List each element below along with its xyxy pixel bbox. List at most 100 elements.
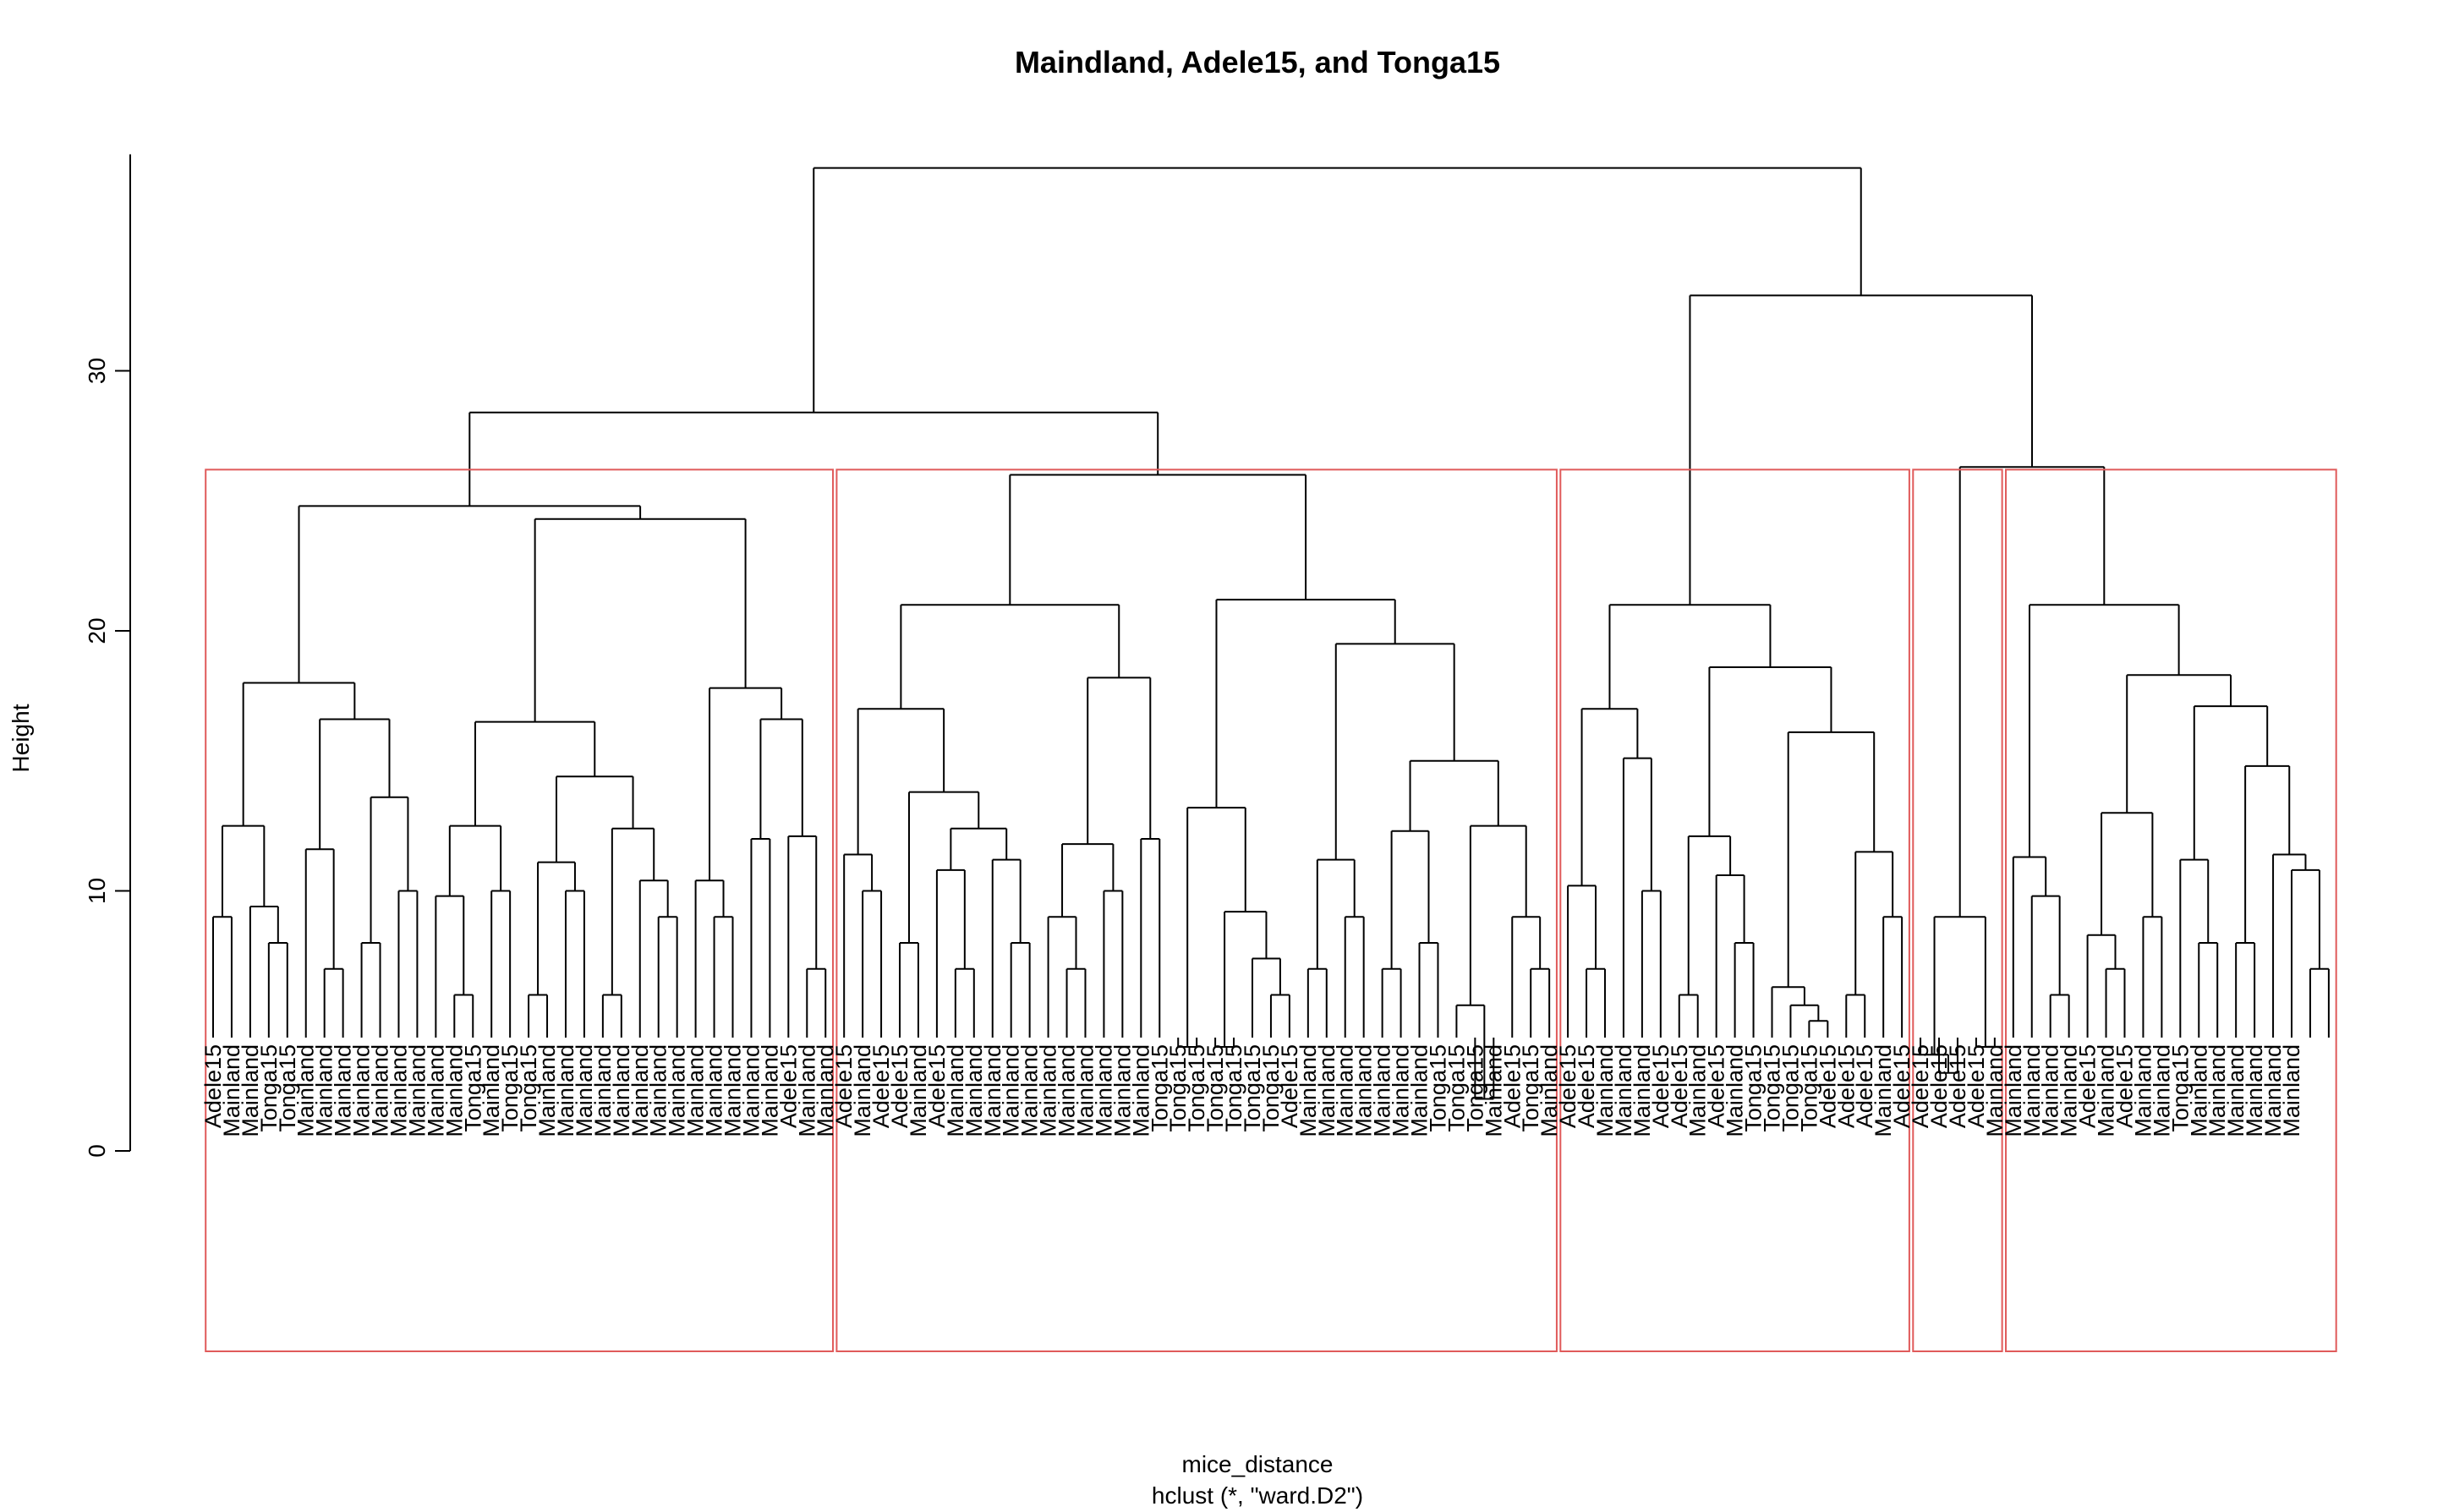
y-axis: 0 10 20 30 bbox=[84, 154, 131, 1158]
x-axis-sublabel: hclust (*, "ward.D2") bbox=[1152, 1482, 1363, 1509]
leaf-label: Mainland bbox=[999, 1044, 1024, 1137]
leaf-label: Mainland bbox=[1295, 1044, 1321, 1137]
leaf-label: Tonga15 bbox=[460, 1044, 485, 1132]
leaf-label: Tonga15 bbox=[1165, 1044, 1191, 1132]
leaf-label: Mainland bbox=[2094, 1044, 2119, 1137]
leaf-label: Mainland bbox=[423, 1044, 448, 1137]
cluster-rect bbox=[1559, 468, 1910, 1352]
leaf-label: Tonga15 bbox=[1240, 1044, 1265, 1132]
leaf-label: Mainland bbox=[1333, 1044, 1358, 1137]
leaf-label: Mainland bbox=[627, 1044, 653, 1137]
cluster-rect bbox=[1912, 468, 2003, 1352]
leaf-label: Tonga15 bbox=[497, 1044, 523, 1132]
leaf-label: Tonga15 bbox=[1778, 1044, 1803, 1132]
leaf-label: Mainland bbox=[1370, 1044, 1395, 1137]
y-tick-label: 0 bbox=[84, 1144, 110, 1158]
leaf-label: Mainland bbox=[2149, 1044, 2174, 1137]
leaf-label: Mainland bbox=[738, 1044, 764, 1137]
leaf-label: Mainland bbox=[572, 1044, 597, 1137]
leaf-labels: Adele15MainlandMainlandTonga15Tonga15Mai… bbox=[200, 1044, 2304, 1137]
leaf-label: Mainland bbox=[2242, 1044, 2267, 1137]
leaf-label: Adele15 bbox=[1574, 1044, 1599, 1128]
cluster-rectangles bbox=[205, 468, 2337, 1352]
leaf-label: Mainland bbox=[368, 1044, 393, 1137]
leaf-label: Mainland bbox=[1982, 1044, 2008, 1137]
cluster-rect bbox=[205, 468, 835, 1352]
leaf-label: Adele15 bbox=[1555, 1044, 1580, 1128]
leaf-label: Mainland bbox=[553, 1044, 578, 1137]
leaf-label: Mainland bbox=[2260, 1044, 2286, 1137]
leaf-label: Tonga15 bbox=[1221, 1044, 1246, 1132]
leaf-label: Mainland bbox=[1091, 1044, 1116, 1137]
leaf-label: Adele15 bbox=[1667, 1044, 1692, 1128]
leaf-label: Mainland bbox=[386, 1044, 411, 1137]
leaf-label: Mainland bbox=[2279, 1044, 2304, 1137]
leaf-label: Mainland bbox=[2057, 1044, 2082, 1137]
leaf-label: Mainland bbox=[683, 1044, 709, 1137]
leaf-label: Adele15 bbox=[887, 1044, 912, 1128]
leaf-label: Tonga15 bbox=[1760, 1044, 1785, 1132]
leaf-label: Mainland bbox=[1351, 1044, 1377, 1137]
leaf-label: Adele15 bbox=[1964, 1044, 1989, 1128]
leaf-label: Mainland bbox=[813, 1044, 838, 1137]
leaf-label: Adele15 bbox=[1908, 1044, 1933, 1128]
leaf-label: Mainland bbox=[794, 1044, 819, 1137]
leaf-label: Tonga15 bbox=[1202, 1044, 1228, 1132]
leaf-label: Mainland bbox=[702, 1044, 727, 1137]
leaf-label: Tonga15 bbox=[275, 1044, 300, 1132]
leaf-label: Tonga15 bbox=[1443, 1044, 1469, 1132]
x-axis-label: mice_distance bbox=[1182, 1451, 1334, 1477]
leaf-label: Mainland bbox=[2205, 1044, 2230, 1137]
leaf-label: Mainland bbox=[1630, 1044, 1655, 1137]
leaf-label: Mainland bbox=[1536, 1044, 1562, 1137]
leaf-label: Mainland bbox=[1871, 1044, 1896, 1137]
leaf-label: Adele15 bbox=[1852, 1044, 1877, 1128]
leaf-label: Adele15 bbox=[924, 1044, 950, 1128]
leaf-label: Mainland bbox=[1128, 1044, 1153, 1137]
leaf-label: Adele15 bbox=[1926, 1044, 1952, 1128]
cluster-rect bbox=[835, 468, 1558, 1352]
dendrogram-tree bbox=[212, 167, 2330, 1100]
leaf-label: Mainland bbox=[349, 1044, 375, 1137]
leaf-label: Tonga15 bbox=[1425, 1044, 1450, 1132]
leaf-label: Adele15 bbox=[868, 1044, 894, 1128]
leaf-label: Mainland bbox=[2019, 1044, 2045, 1137]
leaf-label: Adele15 bbox=[1833, 1044, 1859, 1128]
leaf-label: Mainland bbox=[850, 1044, 875, 1137]
leaf-label: Mainland bbox=[720, 1044, 746, 1137]
chart-title: Maindland, Adele15, and Tonga15 bbox=[1015, 45, 1500, 79]
leaf-label: Mainland bbox=[1072, 1044, 1098, 1137]
leaf-label: Mainland bbox=[646, 1044, 671, 1137]
leaf-label: Mainland bbox=[1407, 1044, 1432, 1137]
cluster-rect bbox=[2005, 468, 2337, 1352]
leaf-label: Tonga15 bbox=[1518, 1044, 1543, 1132]
leaf-label: Adele15 bbox=[775, 1044, 801, 1128]
leaf-label: Tonga15 bbox=[1741, 1044, 1767, 1132]
leaf-label: Mainland bbox=[590, 1044, 616, 1137]
leaf-label: Mainland bbox=[1036, 1044, 1061, 1137]
leaf-label: Mainland bbox=[1017, 1044, 1043, 1137]
leaf-label: Adele15 bbox=[1499, 1044, 1525, 1128]
leaf-label: Adele15 bbox=[1277, 1044, 1302, 1128]
leaf-label: Adele15 bbox=[1704, 1044, 1729, 1128]
leaf-label: Mainland bbox=[906, 1044, 931, 1137]
leaf-label: Mainland bbox=[1054, 1044, 1080, 1137]
y-tick-label: 20 bbox=[84, 617, 110, 644]
leaf-label: Adele15 bbox=[1945, 1044, 1970, 1128]
leaf-label: Mainland bbox=[2186, 1044, 2211, 1137]
leaf-label: Mainland bbox=[1685, 1044, 1711, 1137]
leaf-label: Mainland bbox=[1481, 1044, 1506, 1137]
leaf-label: Mainland bbox=[219, 1044, 244, 1137]
leaf-label: Tonga15 bbox=[1258, 1044, 1284, 1132]
leaf-label: Mainland bbox=[609, 1044, 634, 1137]
leaf-label: Tonga15 bbox=[1184, 1044, 1209, 1132]
leaf-label: Mainland bbox=[238, 1044, 263, 1137]
leaf-label: Mainland bbox=[441, 1044, 467, 1137]
leaf-label: Tonga15 bbox=[1462, 1044, 1487, 1132]
leaf-label: Mainland bbox=[1592, 1044, 1618, 1137]
leaf-label: Mainland bbox=[2130, 1044, 2155, 1137]
leaf-label: Mainland bbox=[2223, 1044, 2249, 1137]
leaf-label: Mainland bbox=[1314, 1044, 1339, 1137]
y-tick-label: 30 bbox=[84, 358, 110, 384]
leaf-label: Tonga15 bbox=[516, 1044, 541, 1132]
